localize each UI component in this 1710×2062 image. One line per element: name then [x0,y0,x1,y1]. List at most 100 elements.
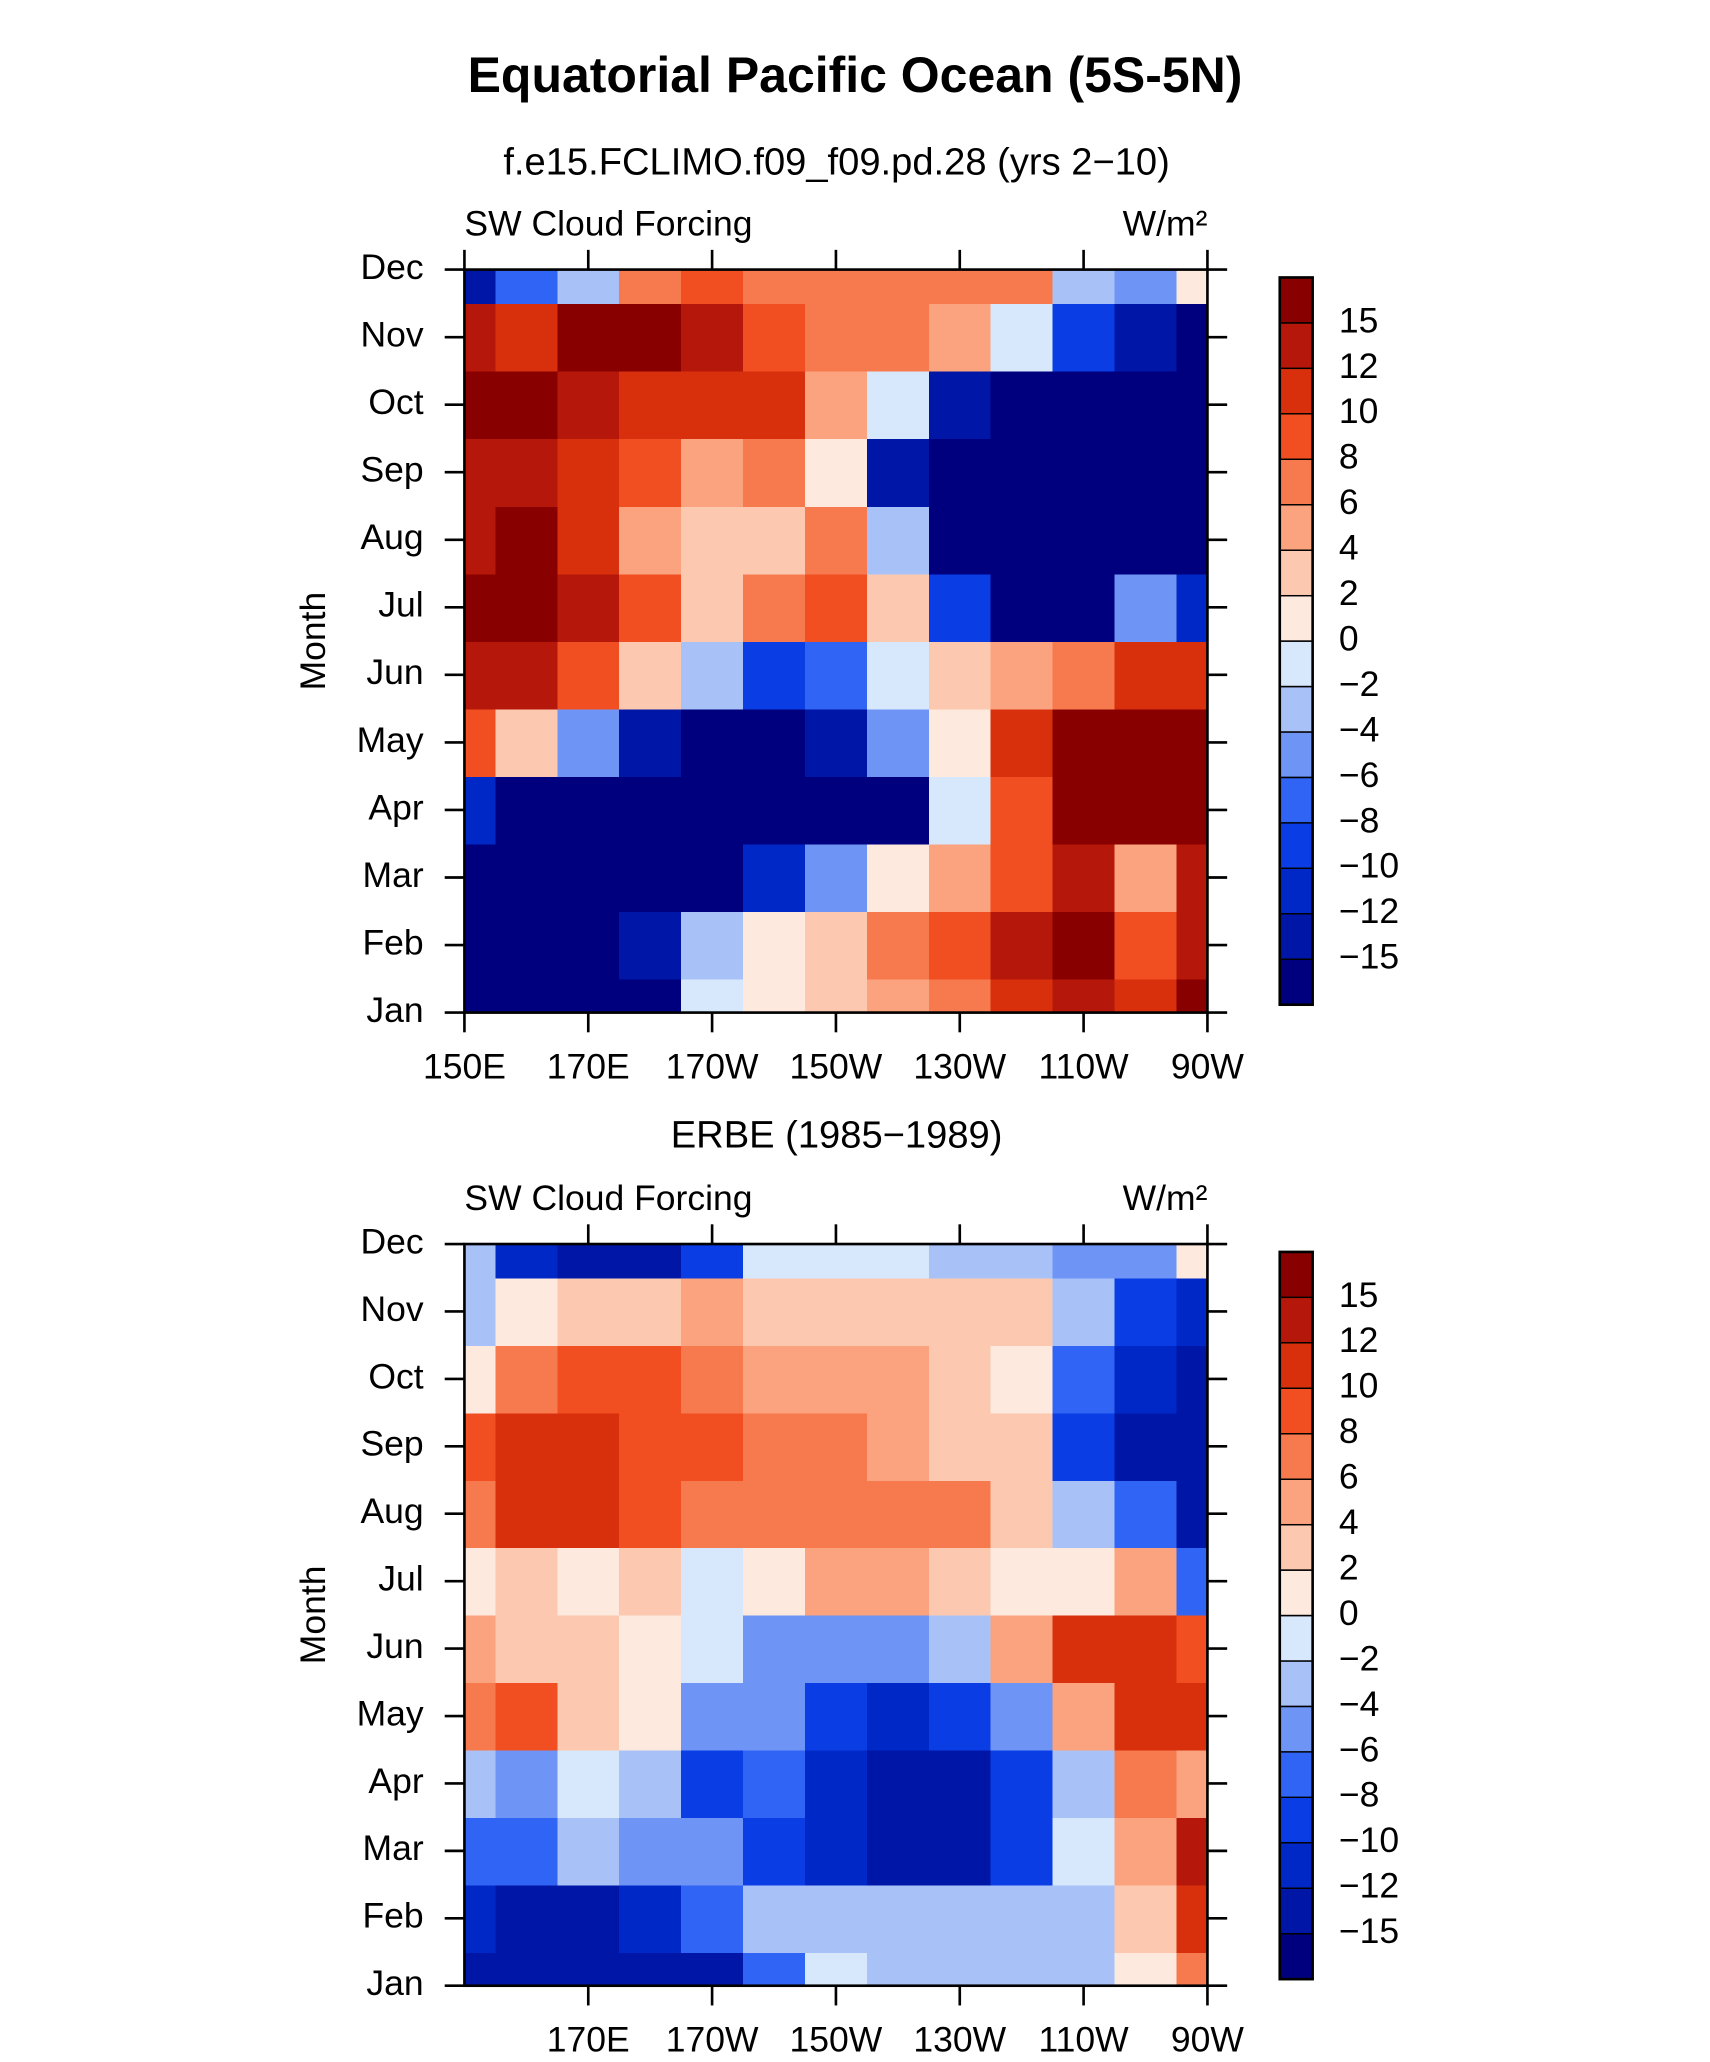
contour-cell [1176,708,1209,777]
y-tick-label: Jan [366,1963,423,2003]
contour-cell [557,1952,621,1987]
contour-cell [1176,1749,1209,1818]
y-tick-label: Aug [360,517,423,557]
contour-cell [743,708,806,777]
colorbar-label: −15 [1339,937,1399,977]
y-tick-label: Nov [361,315,424,355]
contour-cell [990,843,1054,913]
contour-cell [681,708,744,777]
colorbar-box [1279,1705,1314,1753]
colorbar-box [1279,1751,1314,1799]
colorbar-box [1279,1933,1314,1980]
y-tick-label: Nov [361,1289,424,1329]
contour-cell [1052,843,1116,913]
contour-cell [743,1884,806,1953]
contour-cell [928,573,992,642]
contour-cell [1176,438,1209,507]
contour-cell [928,1345,992,1414]
x-tick-label: 130W [913,1047,1006,1087]
contour-cell [866,1412,930,1481]
y-tick-label: Dec [361,1221,424,1261]
contour-cell [928,438,992,507]
colorbar-box [1279,1387,1314,1435]
contour-cell [681,1817,744,1886]
colorbar-box [1279,1887,1314,1935]
contour-cell [1114,573,1178,642]
contour-cell [495,1614,559,1684]
contour-cell [619,911,682,980]
colorbar-box [1279,458,1314,506]
x-tick-label: 170W [666,1047,759,1087]
contour-cell [557,573,621,642]
contour-cell [866,573,930,642]
contour-cell [464,641,497,710]
contour-cell [495,1480,559,1549]
contour-cell [1114,978,1178,1014]
contour-cell [1176,370,1209,440]
contour-cell [743,1277,806,1346]
contour-cell [619,1547,682,1616]
contour-cell [464,505,497,575]
contour-cell [681,1412,744,1481]
contour-cell [464,776,497,845]
contour-cell [990,438,1054,507]
contour-cell [495,1817,559,1886]
contour-cell [928,505,992,575]
contour-cell [1114,1480,1178,1549]
contour-cell [1052,1277,1116,1346]
colorbar-label: −12 [1339,891,1399,931]
contour-cell [866,1480,930,1549]
contour-cell [495,911,559,980]
contour-cell [557,1614,621,1684]
contour-cell [1052,1682,1116,1751]
right-label: W/m² [1123,1178,1208,1218]
contour-cell [1176,911,1209,980]
contour-cell [495,573,559,642]
contour-cell [928,303,992,372]
y-tick-label: Jun [366,1626,423,1666]
contour-cell [743,303,806,372]
contour-cell [804,1345,868,1414]
contour-cell [619,1277,682,1346]
contour-cell [557,978,621,1014]
contour-cell [743,978,806,1014]
contour-cell [464,978,497,1014]
contour-cell [928,1614,992,1684]
contour-cell [619,1244,682,1279]
contour-cell [1176,641,1209,710]
contour-cell [681,1749,744,1818]
x-tick-label: 110W [1039,1047,1130,1087]
contour-cell [557,1345,621,1414]
colorbar-box [1279,322,1314,370]
contour-cell [1114,505,1178,575]
contour-cell [557,303,621,372]
contour-cell [743,505,806,575]
contour-cell [990,505,1054,575]
contour-cell [557,843,621,913]
y-axis-label: Month [293,1566,333,1665]
contour-cell [743,776,806,845]
contour-cell [928,1244,992,1279]
contour-cell [990,1480,1054,1549]
contour-cell [557,776,621,845]
contour-cell [743,1952,806,1987]
contour-cell [1176,1817,1209,1886]
contour-cell [928,776,992,845]
colorbar-box [1279,367,1314,415]
colorbar-frame [1278,276,1314,1007]
x-tick-label: 130W [913,2020,1006,2060]
colorbar-label: 12 [1339,346,1379,386]
contour-cell [557,641,621,710]
contour-cell [495,1412,559,1481]
contour-cell [557,1547,621,1616]
contour-cell [928,641,992,710]
x-tick-label: 150W [790,1047,883,1087]
contour-cell [464,1614,497,1684]
contour-cell [681,1682,744,1751]
colorbar-box [1279,958,1314,1006]
contour-cell [990,370,1054,440]
contour-cell [1114,438,1178,507]
contour-cell [1176,573,1209,642]
contour-cell [681,641,744,710]
contour-cell [928,708,992,777]
